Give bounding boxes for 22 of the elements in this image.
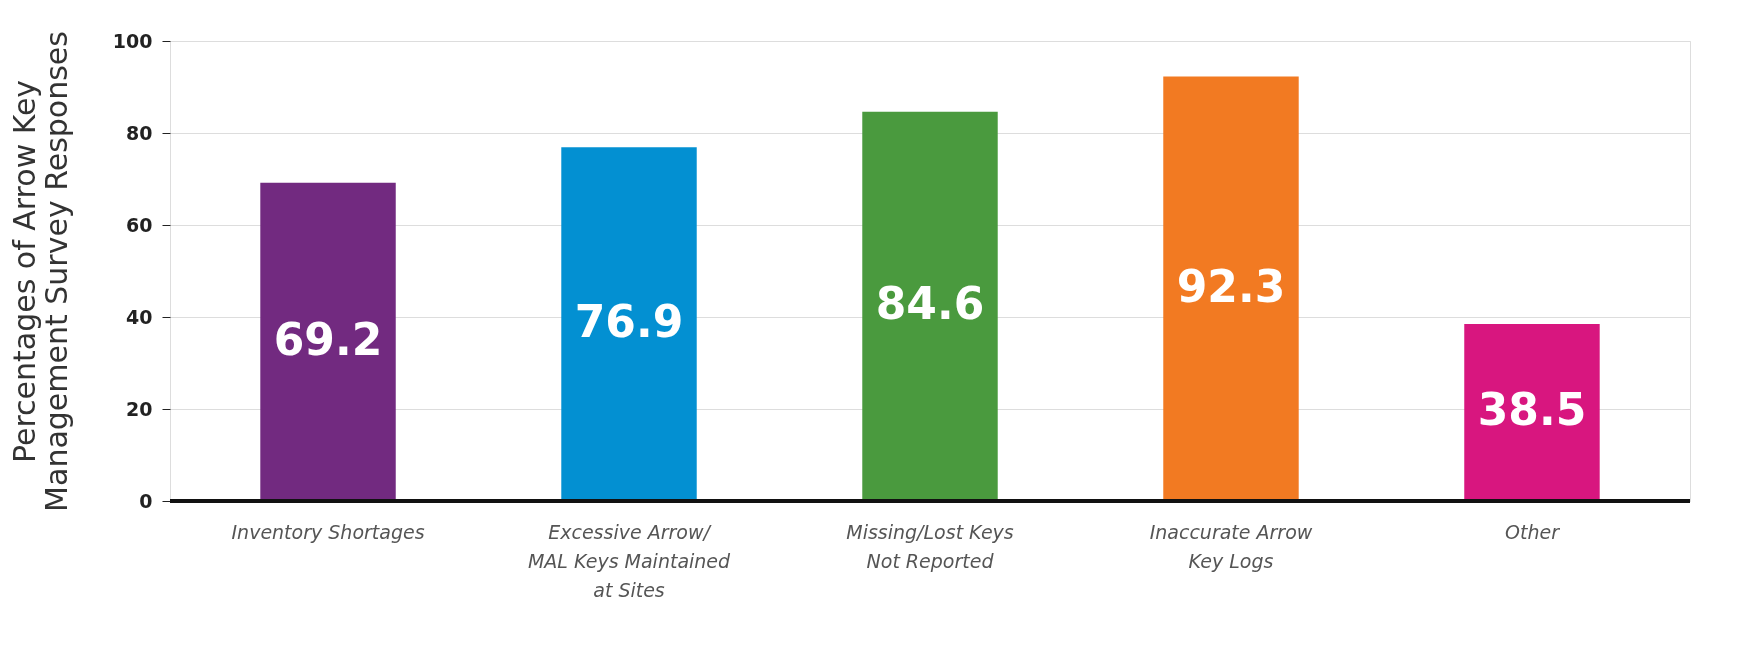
bar	[862, 111, 998, 501]
data-label: 76.9	[574, 296, 684, 348]
bar	[1163, 76, 1299, 501]
data-label: 92.3	[1176, 260, 1286, 312]
y-tick-label: 40	[126, 305, 153, 328]
bar	[561, 147, 697, 501]
y-tick-label: 20	[126, 397, 153, 420]
y-tick-label: 60	[126, 213, 153, 236]
y-axis-title: Percentages of Arrow Key Management Survey Responses	[6, 31, 74, 512]
data-label: 69.2	[273, 313, 383, 365]
y-tick-label: 80	[126, 121, 153, 144]
bar	[1464, 323, 1600, 501]
data-label: 38.5	[1477, 384, 1587, 436]
y-tick-label: 0	[139, 489, 153, 512]
x-tick-label: Other	[1505, 520, 1561, 543]
x-tick-label: Excessive Arrow/ MAL Keys Maintained at Sites	[527, 520, 732, 601]
y-tick-label: 100	[112, 29, 153, 52]
x-tick-label: Inaccurate Arrow Key Logs	[1149, 520, 1313, 572]
x-tick-label: Missing/Lost Keys Not Reported	[846, 520, 1014, 572]
bar	[260, 182, 396, 501]
x-tick-label: Inventory Shortages	[231, 520, 425, 543]
data-label: 84.6	[875, 278, 985, 330]
